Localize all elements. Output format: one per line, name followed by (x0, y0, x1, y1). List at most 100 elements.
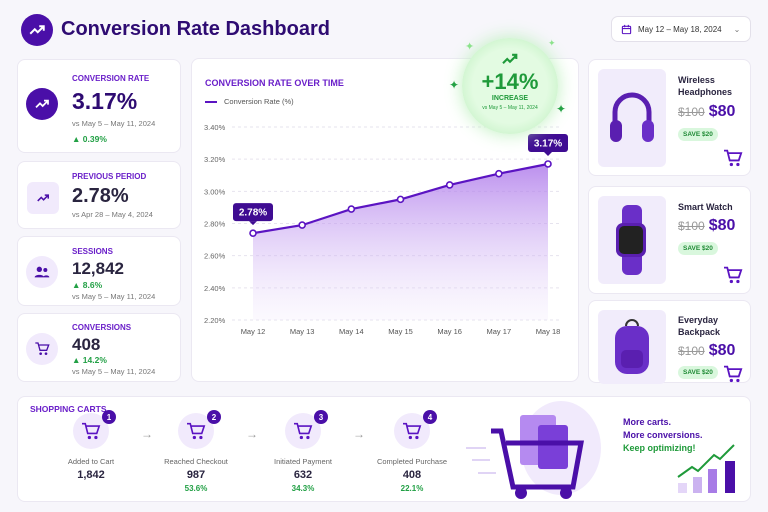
kpi-change-value: 0.39% (82, 134, 107, 144)
headphones-image (598, 69, 666, 167)
data-point[interactable] (544, 160, 552, 168)
y-tick-label: 3.00% (204, 187, 226, 196)
product-card[interactable]: Everyday Backpack $100 $80 SAVE $20 (588, 300, 751, 384)
arrow-right-icon: → (353, 427, 365, 441)
trending-up-icon (26, 88, 58, 120)
increase-value: +14% (481, 69, 539, 94)
promo-text: More carts. More conversions. Keep optim… (623, 416, 703, 455)
step-number: 1 (102, 410, 116, 424)
step-label: Added to Cart (67, 457, 115, 466)
x-tick-label: May 18 (536, 327, 561, 336)
increase-label: INCREASE (491, 95, 529, 102)
data-label: 3.17% (534, 138, 562, 149)
cart-icon: 3 (285, 410, 328, 449)
step-label: Reached Checkout (164, 457, 228, 466)
users-icon (26, 256, 58, 288)
kpi-label: PREVIOUS PERIOD (72, 172, 147, 181)
kpi-label: SESSIONS (72, 247, 113, 256)
product-price: $100 $80 (678, 103, 735, 121)
step-value: 408 (402, 469, 422, 481)
increase-compare: vs May 5 – May 11, 2024 (482, 105, 538, 111)
add-to-cart-icon[interactable] (723, 149, 743, 167)
trending-up-icon (27, 182, 59, 214)
backpack-image (598, 310, 666, 384)
page-title: Conversion Rate Dashboard (61, 18, 330, 40)
sparkle-icon: ✦ (465, 41, 475, 53)
y-tick-label: 3.40% (204, 123, 226, 132)
kpi-sessions: SESSIONS 12,842 ▲ 8.6% vs May 5 – May 11… (17, 236, 181, 306)
kpi-value: 12,842 (72, 259, 124, 278)
x-tick-label: May 12 (241, 327, 266, 336)
growth-chart-icon (677, 444, 735, 493)
kpi-change: ▲ 8.6% (72, 280, 103, 290)
funnel-step: 3 Initiated Payment 632 34.3% (258, 410, 348, 493)
add-to-cart-icon[interactable] (723, 266, 743, 284)
increase-badge: +14% INCREASE vs May 5 – May 11, 2024 (462, 38, 558, 134)
sparkle-icon: ✦ (556, 102, 567, 116)
sale-price: $80 (708, 217, 736, 234)
data-point[interactable] (347, 205, 356, 213)
promo-line: More carts. (623, 417, 672, 427)
data-point[interactable] (495, 169, 503, 178)
step-number: 2 (207, 410, 221, 424)
sale-price: $80 (708, 342, 736, 359)
kpi-value: 3.17% (72, 88, 138, 114)
date-range-text: May 12 – May 18, 2024 (638, 24, 722, 34)
kpi-change-value: 8.6% (82, 280, 103, 290)
step-value: 987 (186, 469, 206, 481)
legend-label: Conversion Rate (%) (224, 97, 294, 106)
cart-icon: 1 (73, 410, 116, 449)
step-value: 632 (293, 469, 313, 481)
old-price: $100 (678, 344, 705, 358)
data-point[interactable] (249, 229, 257, 237)
y-tick-label: 3.20% (204, 155, 226, 164)
section-title: SHOPPING CARTS (30, 404, 107, 414)
x-tick-label: May 15 (388, 327, 413, 336)
step-value: 1,842 (77, 469, 105, 481)
kpi-compare: vs May 5 – May 11, 2024 (72, 367, 156, 376)
arrow-right-icon: → (141, 427, 153, 441)
sparkle-icon: ✦ (449, 78, 460, 92)
step-number: 3 (314, 410, 328, 424)
data-point[interactable] (445, 181, 454, 189)
product-card[interactable]: Smart Watch $100 $80 SAVE $20 (588, 186, 751, 294)
kpi-label: CONVERSIONS (72, 323, 132, 332)
legend-swatch (205, 100, 217, 103)
cart-icon: 2 (178, 410, 221, 449)
step-percent: 22.1% (400, 484, 424, 493)
add-to-cart-icon[interactable] (723, 365, 743, 383)
cart-icon (26, 333, 58, 365)
shopping-carts-card: SHOPPING CARTS 1 Added to Cart 1,842 → 2 R… (17, 396, 751, 502)
trending-up-icon (502, 53, 518, 64)
x-tick-label: May 13 (290, 327, 315, 336)
product-name: Wireless Headphones (678, 75, 733, 97)
promo-line: Keep optimizing! (623, 443, 696, 453)
data-label-pointer (249, 221, 257, 226)
x-tick-label: May 16 (437, 327, 462, 336)
data-label-pointer (544, 151, 552, 156)
product-card[interactable]: Wireless Headphones $100 $80 SAVE $20 (588, 59, 751, 176)
sparkle-icon: ✦ (548, 38, 556, 48)
y-tick-label: 2.20% (204, 316, 226, 325)
chart-legend: Conversion Rate (%) (205, 97, 294, 106)
kpi-compare: vs May 5 – May 11, 2024 (72, 119, 156, 128)
date-range-picker[interactable]: May 12 – May 18, 2024 ⌄ (611, 16, 751, 42)
kpi-compare: vs Apr 28 – May 4, 2024 (72, 210, 153, 219)
product-price: $100 $80 (678, 217, 735, 235)
kpi-value: 408 (72, 335, 101, 354)
smart-watch-image (598, 196, 666, 284)
calendar-icon (621, 24, 632, 34)
data-point[interactable] (298, 221, 306, 229)
chart-title: CONVERSION RATE OVER TIME (205, 78, 344, 88)
y-tick-label: 2.60% (204, 252, 226, 261)
y-tick-label: 2.80% (204, 220, 226, 229)
kpi-conversion-rate: CONVERSION RATE 3.17% vs May 5 – May 11,… (17, 59, 181, 153)
kpi-label: CONVERSION RATE (72, 74, 150, 83)
old-price: $100 (678, 219, 705, 233)
step-percent: 34.3% (291, 484, 315, 493)
step-label: Completed Purchase (376, 457, 448, 466)
data-point[interactable] (396, 195, 405, 204)
data-label: 2.78% (239, 208, 267, 219)
funnel-step: 4 Completed Purchase 408 22.1% (367, 410, 457, 493)
